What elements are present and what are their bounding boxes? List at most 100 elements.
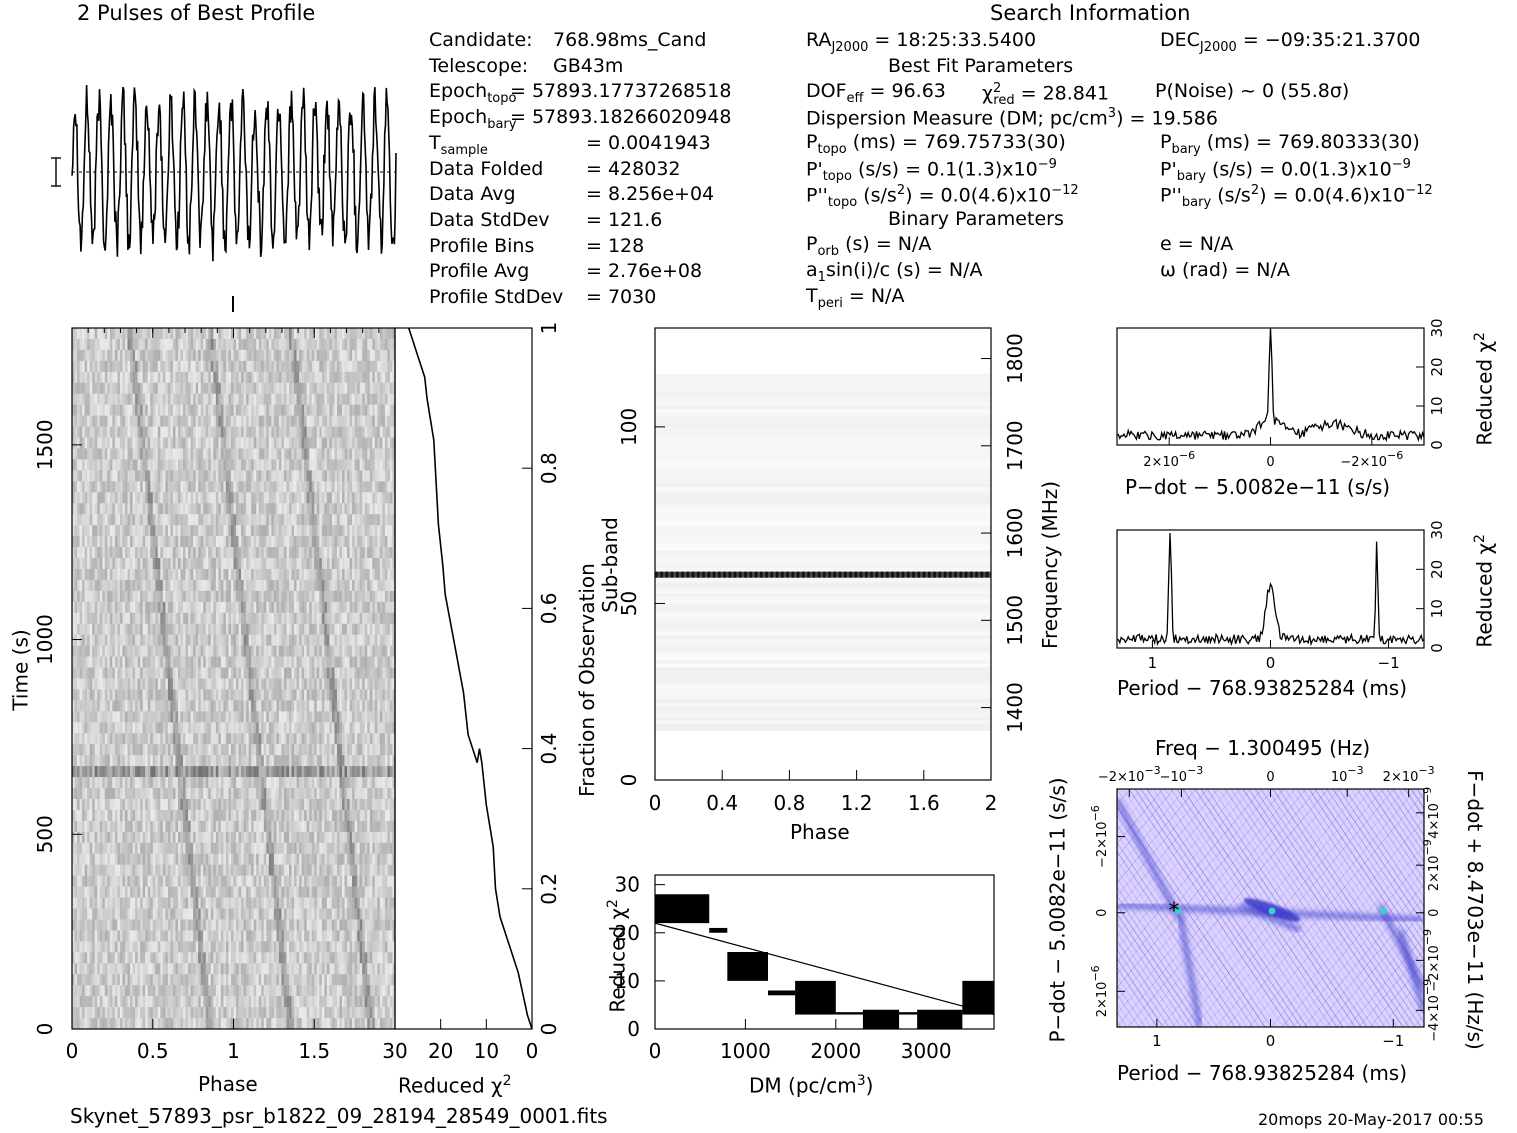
heatmap-cell [372, 404, 376, 416]
heatmap-cell [135, 470, 138, 482]
heatmap-cell [374, 568, 378, 581]
heatmap-cell [94, 678, 98, 690]
heatmap-cell [99, 536, 103, 548]
heatmap-cell [256, 382, 260, 395]
heatmap-cell [208, 579, 212, 592]
heatmap-cell [220, 667, 224, 679]
heatmap-cell [97, 426, 101, 438]
heatmap-cell [236, 722, 239, 734]
heatmap-cell [299, 536, 302, 548]
heatmap-cell [324, 568, 328, 581]
heatmap-cell [236, 568, 239, 581]
heatmap-cell [213, 634, 217, 646]
heatmap-cell [162, 678, 166, 690]
heatmap-cell [137, 393, 141, 405]
heatmap-cell [263, 382, 267, 395]
heatmap-cell [92, 525, 96, 537]
heatmap-cell [145, 601, 148, 614]
heatmap-cell [127, 667, 131, 679]
heatmap-cell [331, 612, 335, 625]
candidate-label: Profile Bins [429, 234, 535, 257]
heatmap-cell [316, 568, 320, 581]
heatmap-cell [367, 678, 371, 690]
heatmap-cell [183, 700, 186, 712]
heatmap-cell [104, 415, 108, 427]
heatmap-cell [132, 349, 136, 362]
heatmap-cell [342, 503, 345, 515]
heatmap-cell [301, 492, 305, 504]
heatmap-cell [273, 437, 277, 449]
heatmap-cell [372, 536, 376, 548]
heatmap-cell [233, 503, 237, 515]
heatmap-cell [336, 514, 340, 526]
heatmap-cell [261, 700, 265, 712]
heatmap-cell [382, 426, 386, 438]
heatmap-cell [352, 503, 355, 515]
heatmap-cell [389, 601, 393, 614]
heatmap-cell [99, 404, 103, 416]
heatmap-cell [357, 328, 360, 340]
heatmap-cell [329, 459, 333, 471]
heatmap-cell [210, 579, 214, 592]
heatmap-cell [160, 601, 164, 614]
heatmap-cell [175, 404, 179, 416]
heatmap-cell [155, 525, 159, 537]
heatmap-cell [253, 360, 257, 373]
heatmap-cell [94, 579, 98, 592]
heatmap-cell [261, 678, 265, 690]
heatmap-cell [238, 722, 242, 734]
heatmap-cell [233, 645, 237, 657]
heatmap-cell [364, 360, 368, 373]
heatmap-cell [104, 503, 108, 515]
heatmap-cell [124, 634, 128, 646]
heatmap-cell [180, 514, 184, 526]
heatmap-cell [185, 601, 189, 614]
heatmap-cell [367, 645, 371, 657]
heatmap-cell [336, 382, 340, 395]
heatmap-cell [190, 514, 194, 526]
heatmap-cell [362, 667, 366, 679]
heatmap-cell [364, 733, 368, 745]
heatmap-cell [301, 426, 305, 438]
heatmap-cell [107, 744, 111, 756]
heatmap-cell [258, 601, 262, 614]
heatmap-cell [268, 700, 272, 712]
heatmap-cell [331, 393, 335, 405]
heatmap-cell [389, 656, 393, 668]
heatmap-cell [311, 722, 315, 734]
heatmap-cell [304, 590, 307, 603]
heatmap-cell [225, 437, 229, 449]
heatmap-cell [311, 568, 315, 581]
heatmap-cell [228, 338, 232, 351]
heatmap-cell [117, 547, 121, 559]
heatmap-cell [79, 579, 83, 592]
heatmap-cell [294, 568, 297, 581]
heatmap-cell [296, 415, 300, 427]
heatmap-cell [389, 579, 393, 592]
heatmap-cell [112, 349, 116, 362]
heatmap-cell [362, 514, 366, 526]
heatmap-cell [145, 656, 148, 668]
heatmap-cell [336, 558, 340, 570]
heatmap-cell [170, 448, 174, 460]
heatmap-cell [92, 360, 96, 373]
heatmap-cell [157, 634, 161, 646]
heatmap-cell [342, 667, 345, 679]
heatmap-cell [137, 404, 141, 416]
heatmap-cell [387, 558, 391, 570]
heatmap-cell [140, 382, 143, 395]
heatmap-cell [354, 634, 358, 646]
heatmap-cell [367, 579, 371, 592]
heatmap-cell [344, 338, 348, 351]
heatmap-cell [256, 579, 260, 592]
heatmap-cell [225, 558, 229, 570]
heatmap-cell [203, 459, 207, 471]
heatmap-cell [142, 623, 146, 635]
heatmap-cell [233, 525, 237, 537]
heatmap-cell [263, 393, 267, 405]
heatmap-cell [241, 382, 244, 395]
heatmap-cell [233, 733, 237, 745]
heatmap-cell [142, 437, 146, 449]
heatmap-cell [306, 547, 310, 559]
heatmap-cell [104, 700, 108, 712]
